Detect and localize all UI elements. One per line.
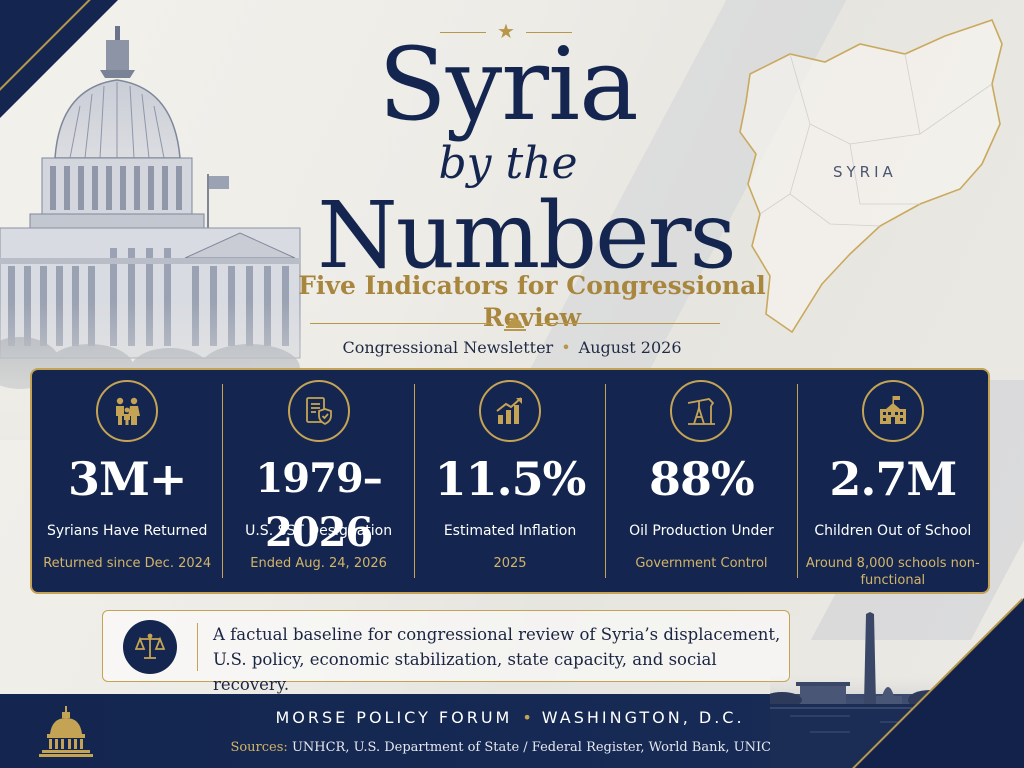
title-line-2: by the bbox=[438, 138, 578, 189]
rising-chart-icon bbox=[479, 380, 542, 442]
title-ornament: ★ bbox=[440, 19, 572, 43]
stat-card-oil-production: 88% Oil Production Under Government Cont… bbox=[605, 380, 796, 578]
dateline: Congressional Newsletter • August 2026 bbox=[290, 338, 734, 357]
summary-divider bbox=[197, 623, 198, 671]
stat-note: Around 8,000 schools non-functional bbox=[805, 556, 980, 588]
stat-value: 88% bbox=[649, 452, 755, 506]
stats-panel: 3M+ Syrians Have Returned Returned since… bbox=[30, 368, 990, 594]
oil-pump-icon bbox=[670, 380, 733, 442]
star-icon: ★ bbox=[497, 19, 515, 43]
organization-name: MORSE POLICY FORUM bbox=[275, 708, 513, 727]
sources-line: Sources: UNHCR, U.S. Department of State… bbox=[200, 740, 820, 755]
publication-date: August 2026 bbox=[578, 338, 682, 357]
dateline-separator: • bbox=[561, 338, 571, 357]
sources-label: Sources: bbox=[230, 740, 288, 755]
footer-separator: • bbox=[522, 708, 532, 727]
stat-label: Syrians Have Returned bbox=[46, 523, 208, 539]
subtitle-divider bbox=[310, 316, 720, 332]
map-label: SYRIA bbox=[833, 163, 897, 181]
title-line-1: Syria bbox=[378, 26, 638, 143]
family-icon bbox=[96, 380, 159, 442]
stat-note: Government Control bbox=[635, 556, 768, 571]
dome-icon bbox=[504, 316, 526, 331]
scales-icon bbox=[123, 620, 177, 674]
stat-card-inflation: 11.5% Estimated Inflation 2025 bbox=[413, 380, 605, 578]
publication-name: Congressional Newsletter bbox=[342, 338, 554, 357]
organization-line: MORSE POLICY FORUM • WASHINGTON, D.C. bbox=[200, 708, 820, 727]
stat-value: 3M+ bbox=[67, 452, 187, 506]
summary-text: A factual baseline for congressional rev… bbox=[213, 625, 781, 694]
stat-note: Returned since Dec. 2024 bbox=[43, 556, 212, 571]
stat-value: 2.7M bbox=[829, 452, 957, 506]
capitol-dome-icon bbox=[39, 706, 93, 757]
stat-value: 1979–2026 bbox=[255, 455, 382, 556]
title-line-3: Numbers bbox=[317, 182, 737, 289]
subtitle: Five Indicators for Congressional Review bbox=[298, 271, 766, 332]
syria-map bbox=[739, 19, 1003, 334]
stat-label: Children Out of School bbox=[814, 523, 972, 539]
stat-note: Ended Aug. 24, 2026 bbox=[250, 556, 387, 571]
stat-label: Oil Production Under bbox=[629, 523, 774, 539]
stat-card-sst-designation: 1979–2026 U.S. SST Designation Ended Aug… bbox=[222, 380, 413, 578]
organization-location: WASHINGTON, D.C. bbox=[541, 708, 745, 727]
stat-label: U.S. SST Designation bbox=[245, 523, 393, 539]
sources-list: UNHCR, U.S. Department of State / Federa… bbox=[291, 740, 790, 755]
school-icon bbox=[861, 380, 924, 442]
stat-note: 2025 bbox=[493, 556, 527, 571]
stat-card-returnees: 3M+ Syrians Have Returned Returned since… bbox=[32, 370, 222, 592]
document-shield-icon bbox=[287, 380, 350, 442]
stat-value: 11.5% bbox=[434, 452, 587, 506]
stat-label: Estimated Inflation bbox=[443, 523, 577, 539]
stat-card-children-out-of-school: 2.7M Children Out of School Around 8,000… bbox=[796, 380, 988, 588]
summary-box: A factual baseline for congressional rev… bbox=[102, 610, 790, 694]
